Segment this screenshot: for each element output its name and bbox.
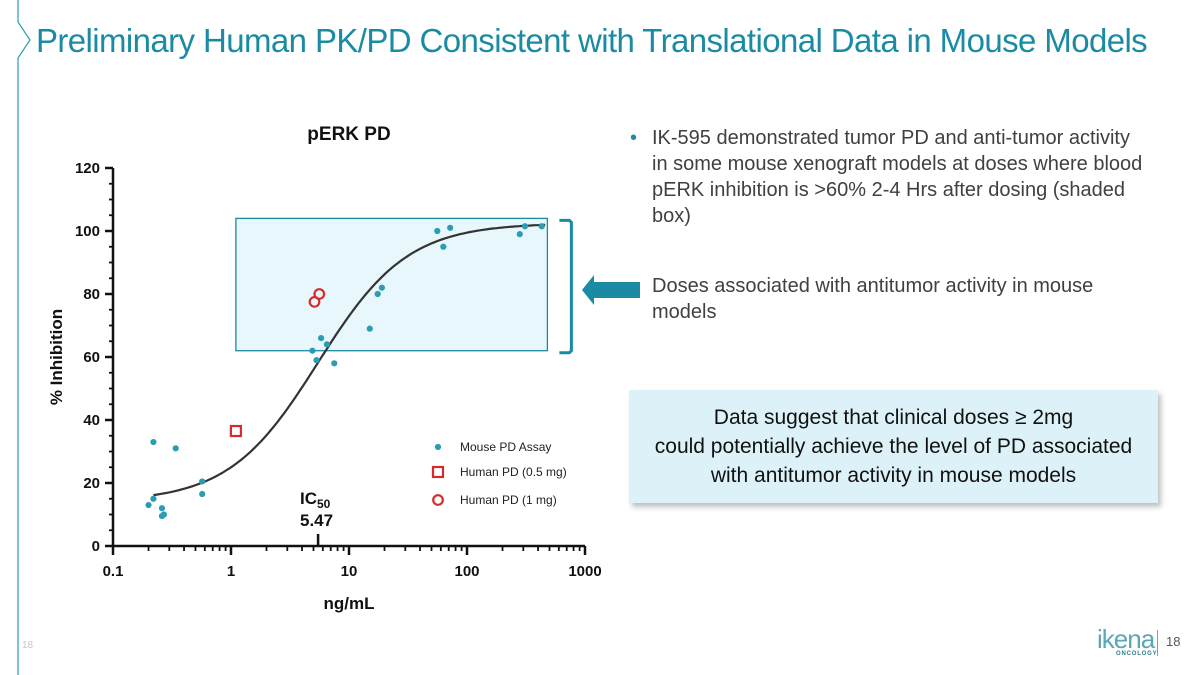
mouse-pd-point [323, 341, 331, 348]
logo-subtitle: ONCOLOGY [1116, 651, 1158, 657]
bullet-dot-icon: • [630, 127, 638, 149]
mouse-pd-point [145, 501, 152, 509]
y-tick-label: 120 [75, 160, 100, 177]
x-tick-label: 1 [227, 563, 235, 580]
footer-page-marker: 18 [22, 640, 34, 651]
bullet-text: IK-595 demonstrated tumor PD and anti-tu… [652, 127, 1143, 227]
mouse-pd-point [447, 224, 454, 231]
slide-title: Preliminary Human PK/PD Consistent with … [36, 22, 1148, 59]
mouse-pd-point [366, 325, 373, 332]
mouse-pd-point [434, 227, 441, 235]
logo-divider [1157, 630, 1158, 656]
y-axis-label: % Inhibition [47, 309, 66, 405]
y-tick-label: 60 [83, 349, 100, 366]
conclusion-callout: Data suggest that clinical doses ≥ 2mg c… [629, 390, 1158, 503]
mouse-pd-point [150, 495, 157, 502]
mouse-pd-point [309, 347, 316, 354]
mouse-pd-point [317, 335, 325, 342]
y-tick-label: 80 [83, 286, 100, 303]
mouse-pd-point [521, 223, 529, 230]
logo-wordmark: ikena [1097, 624, 1155, 654]
x-tick-label: 10 [341, 563, 358, 580]
legend-label: Human PD (0.5 mg) [460, 465, 567, 479]
x-axis-label: ng/mL [324, 594, 375, 613]
bullet-list: • IK-595 demonstrated tumor PD and anti-… [630, 125, 1150, 325]
mouse-pd-point [160, 511, 168, 518]
x-tick-label: 1000 [568, 563, 601, 580]
left-arrow-icon [582, 275, 640, 305]
callout-line: could potentially achieve the level of P… [654, 435, 1133, 458]
chart-title: pERK PD [307, 124, 390, 145]
mouse-pd-point [378, 284, 385, 291]
page-number: 18 [1166, 634, 1181, 649]
callout-line: Data suggest that clinical doses ≥ 2mg [713, 406, 1074, 429]
shaded-box [235, 217, 549, 352]
callout-line: with antitumor activity in mouse models [710, 464, 1077, 487]
mouse-pd-point [331, 360, 338, 367]
legend-marker-human-1mg [432, 494, 444, 506]
y-tick-label: 20 [83, 475, 100, 492]
bullet-item: Doses associated with antitumor activity… [630, 273, 1150, 325]
mouse-pd-point [150, 438, 157, 446]
mouse-pd-point [440, 243, 447, 250]
ic50-label: IC50 [300, 489, 331, 511]
legend-marker-mouse [434, 443, 442, 451]
y-tick-label: 100 [75, 223, 100, 240]
mouse-pd-point [374, 290, 381, 298]
mouse-pd-point [199, 490, 206, 498]
human-pd-1mg-point [313, 288, 326, 300]
perk-pd-chart: pERK PD 0 20 40 60 80 100 120 0.1 1 10 100 1000 ng/mL… [47, 124, 602, 613]
y-tick-label: 40 [83, 412, 100, 429]
x-tick-label: 100 [454, 563, 479, 580]
y-tick-label: 0 [92, 538, 100, 555]
left-frame-line [17, 0, 31, 675]
legend-label: Human PD (1 mg) [460, 493, 557, 507]
ic50-value: 5.47 [300, 511, 333, 530]
mouse-pd-point [172, 445, 179, 452]
mouse-pd-point [199, 478, 206, 485]
ikena-logo: ikena ONCOLOGY [1097, 624, 1157, 660]
legend-label: Mouse PD Assay [460, 440, 551, 454]
fit-curve [153, 223, 546, 497]
x-tick-label: 0.1 [103, 563, 124, 580]
bullet-text: Doses associated with antitumor activity… [652, 275, 1094, 323]
mouse-pd-point [538, 223, 545, 230]
legend-marker-human-05mg [431, 465, 445, 479]
human-pd-05mg-point [229, 424, 242, 438]
mouse-pd-point [313, 357, 320, 364]
mouse-pd-point [158, 505, 166, 512]
bullet-item: • IK-595 demonstrated tumor PD and anti-… [630, 125, 1150, 229]
mouse-pd-point [516, 231, 523, 238]
bracket [559, 218, 573, 355]
